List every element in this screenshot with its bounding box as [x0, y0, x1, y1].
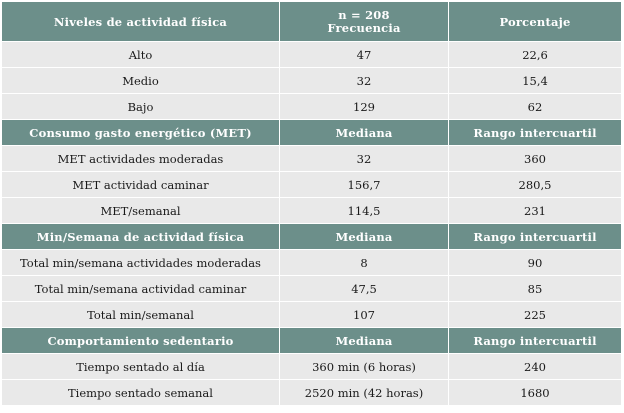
- header-cell: n = 208 Frecuencia: [279, 1, 449, 42]
- section-header-energy-expenditure: Consumo gasto energético (MET) Mediana R…: [1, 119, 622, 146]
- table-row: MET actividades moderadas 32 360: [1, 145, 622, 172]
- header-cell: Min/Semana de actividad física: [1, 223, 280, 250]
- row-label: MET actividades moderadas: [1, 145, 280, 172]
- row-label: Alto: [1, 41, 280, 68]
- header-cell: Mediana: [279, 327, 449, 354]
- row-label: Bajo: [1, 93, 280, 120]
- row-value: 107: [279, 301, 449, 328]
- row-value: 280,5: [448, 171, 622, 198]
- row-label: Total min/semana actividades moderadas: [1, 249, 280, 276]
- row-value: 62: [448, 93, 622, 120]
- header-cell: Niveles de actividad física: [1, 1, 280, 42]
- header-cell: Mediana: [279, 223, 449, 250]
- row-value: 231: [448, 197, 622, 224]
- row-value: 1680: [448, 379, 622, 406]
- row-label: Medio: [1, 67, 280, 94]
- row-value: 15,4: [448, 67, 622, 94]
- row-value: 32: [279, 67, 449, 94]
- row-value: 2520 min (42 horas): [279, 379, 449, 406]
- table-row: Total min/semana actividades moderadas 8…: [1, 249, 622, 276]
- header-cell: Rango intercuartil: [448, 327, 622, 354]
- row-value: 90: [448, 249, 622, 276]
- row-label: Total min/semana actividad caminar: [1, 275, 280, 302]
- table-row: MET/semanal 114,5 231: [1, 197, 622, 224]
- row-value: 129: [279, 93, 449, 120]
- table-row: Tiempo sentado al día 360 min (6 horas) …: [1, 353, 622, 380]
- row-value: 85: [448, 275, 622, 302]
- header-cell: Porcentaje: [448, 1, 622, 42]
- table-row: Medio 32 15,4: [1, 67, 622, 94]
- row-label: MET actividad caminar: [1, 171, 280, 198]
- table-row: Tiempo sentado semanal 2520 min (42 hora…: [1, 379, 622, 406]
- table-row: Total min/semana actividad caminar 47,5 …: [1, 275, 622, 302]
- physical-activity-table: Niveles de actividad física n = 208 Frec…: [1, 1, 622, 406]
- row-label: Tiempo sentado al día: [1, 353, 280, 380]
- header-cell: Consumo gasto energético (MET): [1, 119, 280, 146]
- row-value: 240: [448, 353, 622, 380]
- row-value: 47,5: [279, 275, 449, 302]
- header-frequency-line: Frecuencia: [327, 20, 401, 35]
- row-value: 22,6: [448, 41, 622, 68]
- row-value: 156,7: [279, 171, 449, 198]
- header-cell: Rango intercuartil: [448, 223, 622, 250]
- row-label: Tiempo sentado semanal: [1, 379, 280, 406]
- table-row: Bajo 129 62: [1, 93, 622, 120]
- row-label: MET/semanal: [1, 197, 280, 224]
- row-value: 360: [448, 145, 622, 172]
- table-row: MET actividad caminar 156,7 280,5: [1, 171, 622, 198]
- section-header-sedentary-behavior: Comportamiento sedentario Mediana Rango …: [1, 327, 622, 354]
- header-cell: Rango intercuartil: [448, 119, 622, 146]
- table-row: Alto 47 22,6: [1, 41, 622, 68]
- table-row: Total min/semanal 107 225: [1, 301, 622, 328]
- row-value: 360 min (6 horas): [279, 353, 449, 380]
- header-cell: Mediana: [279, 119, 449, 146]
- section-header-activity-levels: Niveles de actividad física n = 208 Frec…: [1, 1, 622, 42]
- row-value: 47: [279, 41, 449, 68]
- row-value: 225: [448, 301, 622, 328]
- header-n-line: n = 208: [338, 7, 390, 22]
- row-value: 8: [279, 249, 449, 276]
- row-value: 32: [279, 145, 449, 172]
- row-value: 114,5: [279, 197, 449, 224]
- section-header-weekly-minutes: Min/Semana de actividad física Mediana R…: [1, 223, 622, 250]
- row-label: Total min/semanal: [1, 301, 280, 328]
- header-cell: Comportamiento sedentario: [1, 327, 280, 354]
